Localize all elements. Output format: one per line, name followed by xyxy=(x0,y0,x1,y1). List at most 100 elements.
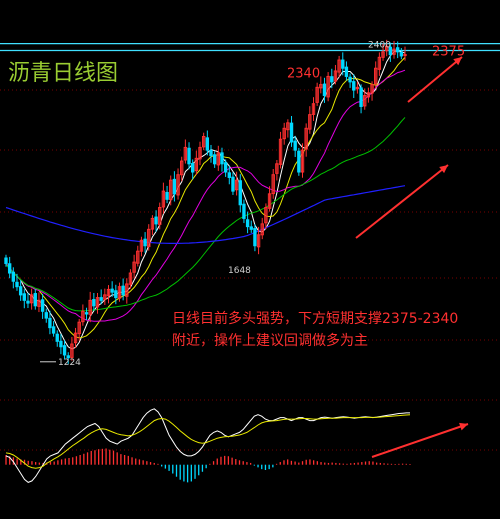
candle-body xyxy=(399,51,404,57)
candle-body xyxy=(172,178,177,195)
candle-body xyxy=(128,272,133,285)
candle-body xyxy=(242,203,246,219)
candle-body xyxy=(355,86,360,90)
candle-body xyxy=(114,290,118,299)
candle-body xyxy=(190,163,195,173)
candle-body xyxy=(59,340,63,348)
candlesticks xyxy=(4,39,407,364)
candle-body xyxy=(95,297,100,308)
candle-body xyxy=(194,157,199,172)
candle-body xyxy=(264,207,268,224)
ma10-line xyxy=(5,57,406,339)
candle-body xyxy=(81,310,85,323)
trend-arrow-head xyxy=(453,57,462,66)
candle-body xyxy=(403,54,407,57)
candle-body xyxy=(344,66,349,77)
level-label: 2340 xyxy=(287,66,320,81)
moving-averages xyxy=(5,50,406,350)
candle-body xyxy=(223,162,228,173)
trend-arrow-line xyxy=(355,164,449,239)
trend-arrow-head xyxy=(439,165,448,174)
candle-body xyxy=(73,332,78,344)
candle-body xyxy=(271,174,275,195)
ma60-line xyxy=(5,117,406,312)
macd-panel xyxy=(5,408,411,483)
candle-body xyxy=(62,345,67,356)
candle-body xyxy=(392,48,396,55)
candle-body xyxy=(289,122,294,143)
candle-body xyxy=(125,283,129,297)
candle-body xyxy=(161,190,166,208)
candle-body xyxy=(308,114,312,130)
candle-body xyxy=(165,191,169,200)
candle-body xyxy=(359,87,363,107)
candle-body xyxy=(33,293,37,307)
candle-body xyxy=(352,81,356,91)
price-annotation: 1648 xyxy=(228,266,251,276)
candle-body xyxy=(330,76,334,83)
candle-body xyxy=(99,297,103,301)
candle-body xyxy=(121,285,125,296)
candle-body xyxy=(22,293,26,301)
candle-body xyxy=(253,228,257,247)
candle-body xyxy=(377,56,382,70)
grid-dots xyxy=(0,89,500,451)
candle-body xyxy=(132,261,136,273)
macd-dea-line xyxy=(5,414,411,469)
candle-body xyxy=(370,84,374,94)
candle-body xyxy=(238,180,242,206)
trend-arrow-line xyxy=(407,56,463,103)
price-labels: 2375 2340 2400 1648 1224 xyxy=(40,41,465,368)
candle-body xyxy=(48,317,52,329)
candle-body xyxy=(18,286,23,296)
candle-body xyxy=(84,312,89,315)
candle-body xyxy=(201,136,206,148)
candle-body xyxy=(158,207,162,225)
candle-body xyxy=(286,122,290,131)
candle-body xyxy=(293,140,297,151)
candle-body xyxy=(260,223,264,236)
candle-body xyxy=(381,51,385,58)
price-annotation: 1224 xyxy=(58,358,81,368)
candle-body xyxy=(326,75,330,98)
candle-body xyxy=(29,294,34,304)
candle-body xyxy=(11,271,16,282)
trend-arrows xyxy=(355,56,469,458)
candle-body xyxy=(136,250,140,264)
trend-arrow-line xyxy=(371,423,469,458)
level-lines xyxy=(0,43,500,52)
candle-body xyxy=(143,238,147,247)
candle-body xyxy=(234,179,239,191)
commentary-line-2: 附近，操作上建议回调做多为主 xyxy=(172,333,368,349)
candle-body xyxy=(220,152,224,165)
candle-body xyxy=(70,343,74,358)
candle-body xyxy=(106,288,111,297)
candle-body xyxy=(169,179,173,201)
candle-body xyxy=(26,300,30,304)
candle-body xyxy=(7,263,12,274)
candle-body xyxy=(176,174,180,196)
candle-body xyxy=(395,47,400,53)
trend-arrow-head xyxy=(459,422,468,431)
candle-body xyxy=(37,299,41,307)
candle-body xyxy=(183,146,188,161)
candle-body xyxy=(180,160,184,176)
candle-body xyxy=(88,299,92,315)
candle-body xyxy=(322,83,327,97)
candle-body xyxy=(363,95,367,107)
candle-body xyxy=(66,355,70,359)
commentary-line-1: 日线目前多头强势，下方短期支撑2375-2340 xyxy=(172,311,459,327)
candle-body xyxy=(297,150,301,173)
price-annotation: 2400 xyxy=(368,41,391,51)
candle-body xyxy=(227,172,231,178)
candle-body xyxy=(212,154,217,165)
candle-body xyxy=(366,92,371,98)
candle-body xyxy=(249,226,253,230)
candle-body xyxy=(198,146,202,160)
candle-body xyxy=(300,149,305,173)
candle-body xyxy=(15,281,19,288)
candle-body xyxy=(341,59,345,69)
candle-body xyxy=(44,312,48,319)
level-label: 2375 xyxy=(432,44,465,59)
candle-body xyxy=(245,219,250,228)
